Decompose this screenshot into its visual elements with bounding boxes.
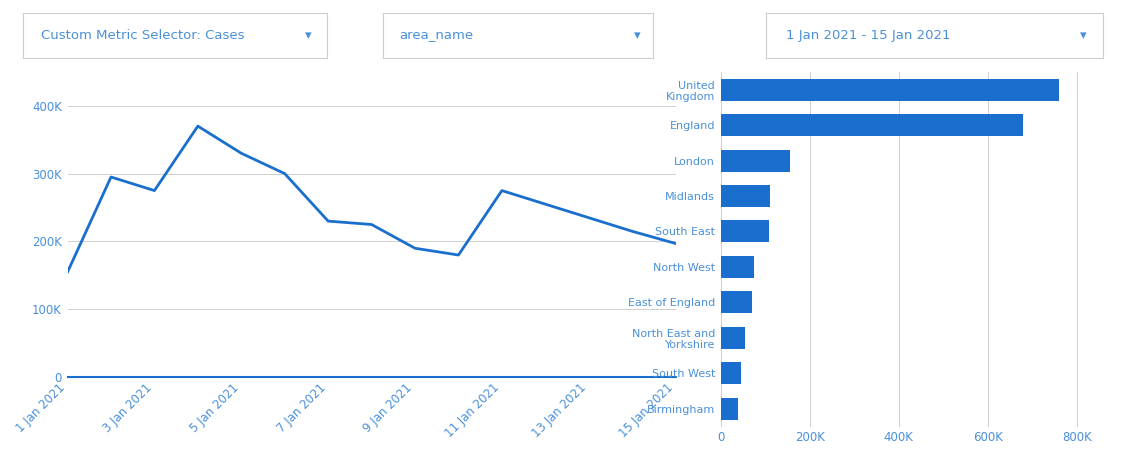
Bar [721, 220, 769, 242]
Bar [721, 256, 754, 278]
Bar [721, 291, 752, 313]
Bar [721, 398, 739, 420]
Text: ▾: ▾ [305, 30, 312, 42]
Bar [721, 79, 1058, 101]
Text: ▾: ▾ [634, 30, 641, 42]
Bar [721, 327, 745, 349]
Text: ▾: ▾ [1080, 30, 1087, 42]
Bar [721, 362, 741, 384]
Text: Custom Metric Selector: Cases: Custom Metric Selector: Cases [41, 30, 244, 42]
Text: 1 Jan 2021 - 15 Jan 2021: 1 Jan 2021 - 15 Jan 2021 [786, 30, 950, 42]
Bar [721, 114, 1024, 136]
Bar [721, 150, 789, 172]
Text: area_name: area_name [399, 30, 473, 42]
Bar [721, 185, 769, 207]
